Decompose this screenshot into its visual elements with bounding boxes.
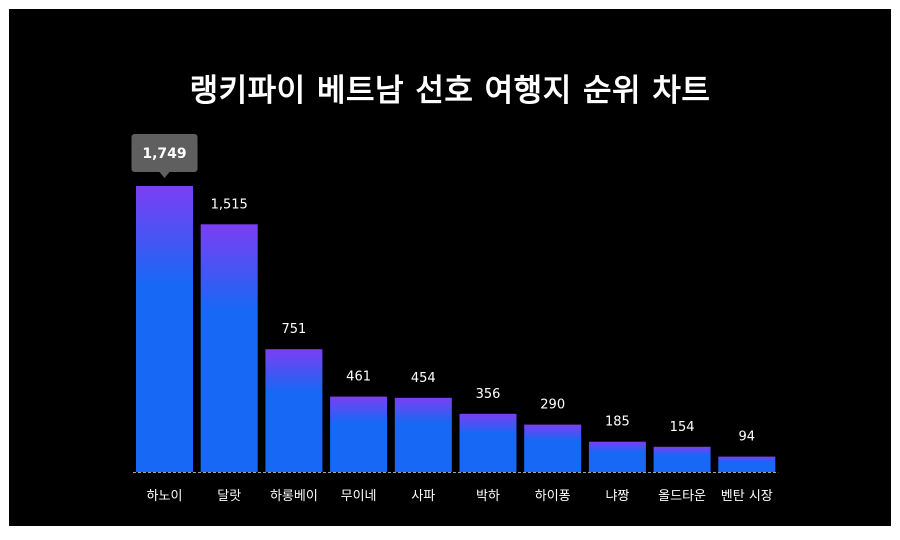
category-label: 벤탄 시장 (721, 489, 773, 504)
category-label: 무이네 (341, 489, 377, 504)
bar (265, 349, 323, 472)
bar (588, 441, 646, 472)
value-label: 290 (540, 398, 565, 413)
callout-box (131, 134, 198, 172)
bar (330, 396, 388, 472)
value-label: 154 (670, 420, 695, 435)
bar (524, 424, 582, 472)
value-label: 1,749 (142, 146, 186, 162)
bar (718, 456, 776, 472)
value-label: 185 (605, 415, 630, 430)
category-label: 달랏 (217, 489, 241, 504)
bar (459, 413, 517, 472)
callout-pointer (159, 172, 170, 178)
category-label: 하이퐁 (535, 489, 571, 504)
bar (200, 224, 258, 472)
category-label: 하롱베이 (270, 489, 318, 504)
chart-frame: 랭키파이 베트남 선호 여행지 순위 차트 1,749 하노이 1,515 달랏 751… (9, 9, 891, 526)
value-label: 454 (411, 371, 436, 386)
category-label: 하노이 (147, 489, 183, 504)
category-label: 사파 (411, 489, 435, 504)
bar (653, 446, 711, 472)
chart-title: 랭키파이 베트남 선호 여행지 순위 차트 (189, 73, 711, 109)
bar-chart: 1,749 하노이 1,515 달랏 751 하롱베이 461 무이네 454 사파 356 박하 29… (131, 134, 779, 504)
category-label: 냐짱 (605, 489, 629, 504)
value-label: 94 (739, 430, 756, 445)
value-label: 356 (476, 387, 501, 402)
category-label: 박하 (476, 489, 500, 504)
category-label: 올드타운 (658, 489, 706, 504)
value-callout: 1,749 (131, 134, 198, 178)
bar (394, 397, 452, 472)
value-label: 751 (281, 322, 306, 337)
value-label: 1,515 (211, 197, 248, 212)
bar (136, 186, 193, 472)
value-label: 461 (346, 370, 371, 385)
